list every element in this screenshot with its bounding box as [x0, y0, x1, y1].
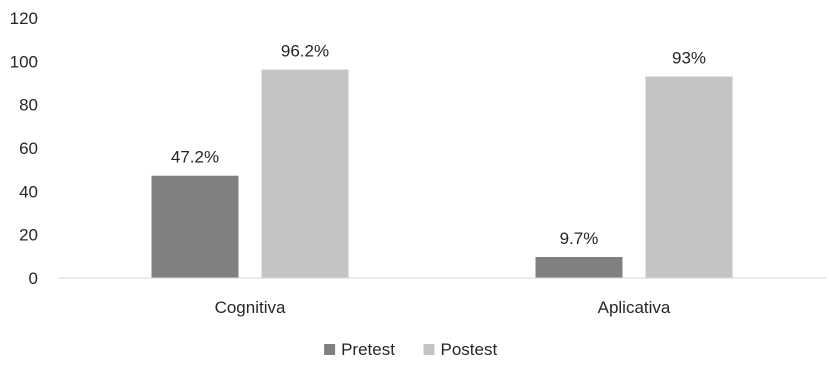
legend-swatch-postest: [423, 344, 435, 355]
data-labels: 47.2% 96.2% 9.7% 93%: [171, 42, 706, 248]
y-tick-label: 60: [19, 139, 38, 158]
y-tick-label: 0: [29, 269, 38, 288]
legend: Pretest Postest: [324, 340, 497, 359]
data-label: 9.7%: [560, 229, 599, 248]
bar-pretest-aplicativa: [535, 256, 623, 278]
y-axis-ticks: 0 20 40 60 80 100 120: [10, 9, 38, 288]
bars: [151, 69, 733, 278]
y-tick-label: 120: [10, 9, 38, 28]
legend-swatch-pretest: [324, 344, 336, 355]
legend-label: Postest: [441, 340, 498, 359]
bar-pretest-cognitiva: [151, 175, 239, 278]
bar-postest-cognitiva: [261, 69, 349, 278]
legend-label: Pretest: [341, 340, 395, 359]
bar-postest-aplicativa: [645, 76, 733, 278]
data-label: 47.2%: [171, 148, 219, 167]
x-tick-label: Cognitiva: [215, 298, 286, 317]
data-label: 96.2%: [281, 42, 329, 61]
y-tick-label: 40: [19, 182, 38, 201]
y-tick-label: 20: [19, 226, 38, 245]
data-label: 93%: [672, 49, 706, 68]
y-tick-label: 80: [19, 96, 38, 115]
x-axis-labels: Cognitiva Aplicativa: [215, 298, 671, 317]
y-tick-label: 100: [10, 52, 38, 71]
x-tick-label: Aplicativa: [598, 298, 671, 317]
